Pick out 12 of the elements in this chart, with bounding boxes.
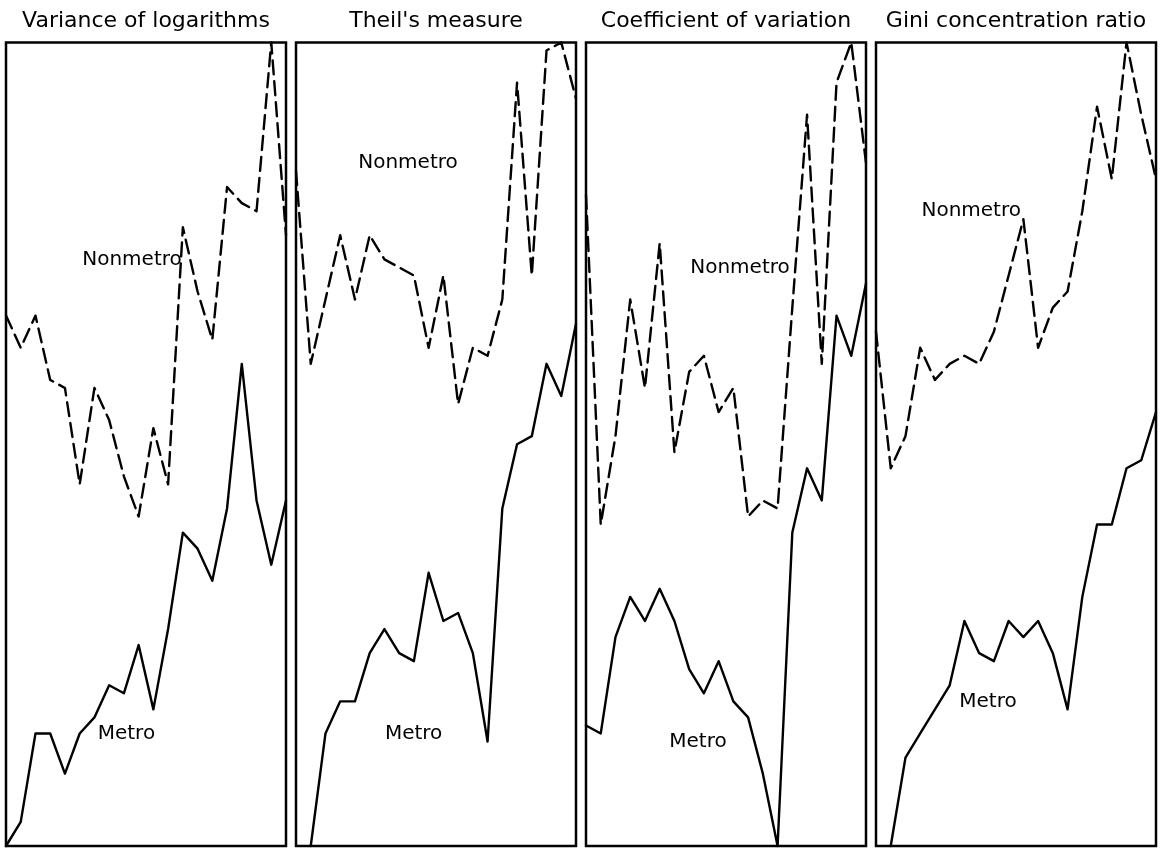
series-label: Metro bbox=[97, 719, 156, 744]
series-label: Metro bbox=[669, 727, 727, 752]
text: Nonmetro bbox=[358, 149, 458, 174]
series-label: Nonmetro bbox=[82, 245, 182, 270]
chart-title: Gini concentration ratio bbox=[885, 6, 1147, 32]
series-label: Nonmetro bbox=[921, 197, 1021, 222]
chart-title: Coefficient of variation bbox=[600, 6, 852, 32]
series-label: Metro bbox=[959, 687, 1017, 712]
chart-title: Variance of logarithms bbox=[22, 6, 270, 32]
chart-title: Theil's measure bbox=[348, 6, 523, 32]
series-label: Metro bbox=[384, 719, 443, 744]
series-label: Nonmetro bbox=[690, 253, 790, 278]
